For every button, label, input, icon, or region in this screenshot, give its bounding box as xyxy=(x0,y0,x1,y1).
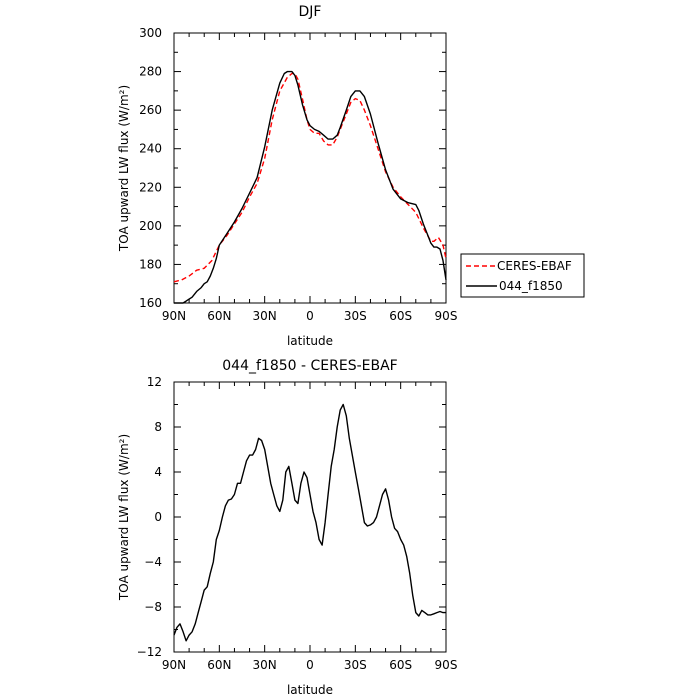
top-y-axis-label: TOA upward LW flux (W/m²) xyxy=(117,85,131,252)
top-y-tick-label: 160 xyxy=(139,296,162,310)
top-y-tick-label: 220 xyxy=(139,180,162,194)
top-axis-ticks: 90N 60N 30N 0 30S 60S 90S 160 180 200 220 240 260 280… xyxy=(139,26,457,323)
top-y-tick-label: 180 xyxy=(139,257,162,271)
top-x-tick-label: 30S xyxy=(344,309,367,323)
bottom-y-tick-label: −8 xyxy=(144,600,162,614)
top-x-tick-label: 90N xyxy=(162,309,186,323)
bottom-y-tick-label: 4 xyxy=(154,465,162,479)
top-x-tick-label: 60N xyxy=(207,309,231,323)
bottom-y-tick-label: −12 xyxy=(137,645,162,659)
bottom-x-tick-label: 60N xyxy=(207,658,231,672)
bottom-y-axis-label: TOA upward LW flux (W/m²) xyxy=(117,434,131,601)
top-y-tick-label: 240 xyxy=(139,142,162,156)
bottom-panel: 044_f1850 - CERES-EBAF 90N 60N 30N 0 30S 60S 9… xyxy=(117,358,457,697)
bottom-x-tick-label: 90S xyxy=(435,658,458,672)
bottom-y-tick-label: 8 xyxy=(154,420,162,434)
top-series-lines xyxy=(173,70,447,304)
top-x-axis-label: latitude xyxy=(287,334,333,348)
top-series-line-044-f1850 xyxy=(174,70,447,304)
bottom-series-line-difference xyxy=(173,403,446,642)
top-x-tick-label: 90S xyxy=(435,309,458,323)
top-y-tick-label: 280 xyxy=(139,65,162,79)
legend-box xyxy=(460,253,585,298)
top-series-line-ceres-ebaf xyxy=(173,72,447,283)
bottom-x-tick-label: 60S xyxy=(389,658,412,672)
bottom-y-tick-label: 12 xyxy=(147,375,162,389)
legend-label-044-f1850: 044_f1850 xyxy=(499,279,563,293)
top-x-tick-label: 60S xyxy=(389,309,412,323)
top-y-tick-label: 260 xyxy=(139,103,162,117)
bottom-y-tick-label: −4 xyxy=(144,555,162,569)
bottom-axis-ticks: 90N 60N 30N 0 30S 60S 90S −12 −8 −4 0 4 8 12 xyxy=(137,375,458,672)
bottom-y-tick-label: 0 xyxy=(154,510,162,524)
top-chart-title: DJF xyxy=(299,4,322,20)
bottom-chart-title: 044_f1850 - CERES-EBAF xyxy=(222,358,397,374)
bottom-x-tick-label: 30S xyxy=(344,658,367,672)
bottom-x-tick-label: 0 xyxy=(306,658,314,672)
bottom-x-tick-label: 90N xyxy=(162,658,186,672)
bottom-series-lines xyxy=(173,403,446,642)
legend: CERES-EBAF 044_f1850 xyxy=(460,253,585,298)
bottom-plot-frame xyxy=(173,381,447,653)
top-panel: DJF 90N 60N 30N 0 30S 60S 90S 160 180 200 220 240 26… xyxy=(117,4,457,348)
top-x-tick-label: 30N xyxy=(253,309,277,323)
bottom-x-tick-label: 30N xyxy=(253,658,277,672)
top-y-tick-label: 200 xyxy=(139,219,162,233)
bottom-x-axis-label: latitude xyxy=(287,683,333,697)
top-x-tick-label: 0 xyxy=(306,309,314,323)
top-y-tick-label: 300 xyxy=(139,26,162,40)
legend-label-ceres-ebaf: CERES-EBAF xyxy=(497,259,572,273)
